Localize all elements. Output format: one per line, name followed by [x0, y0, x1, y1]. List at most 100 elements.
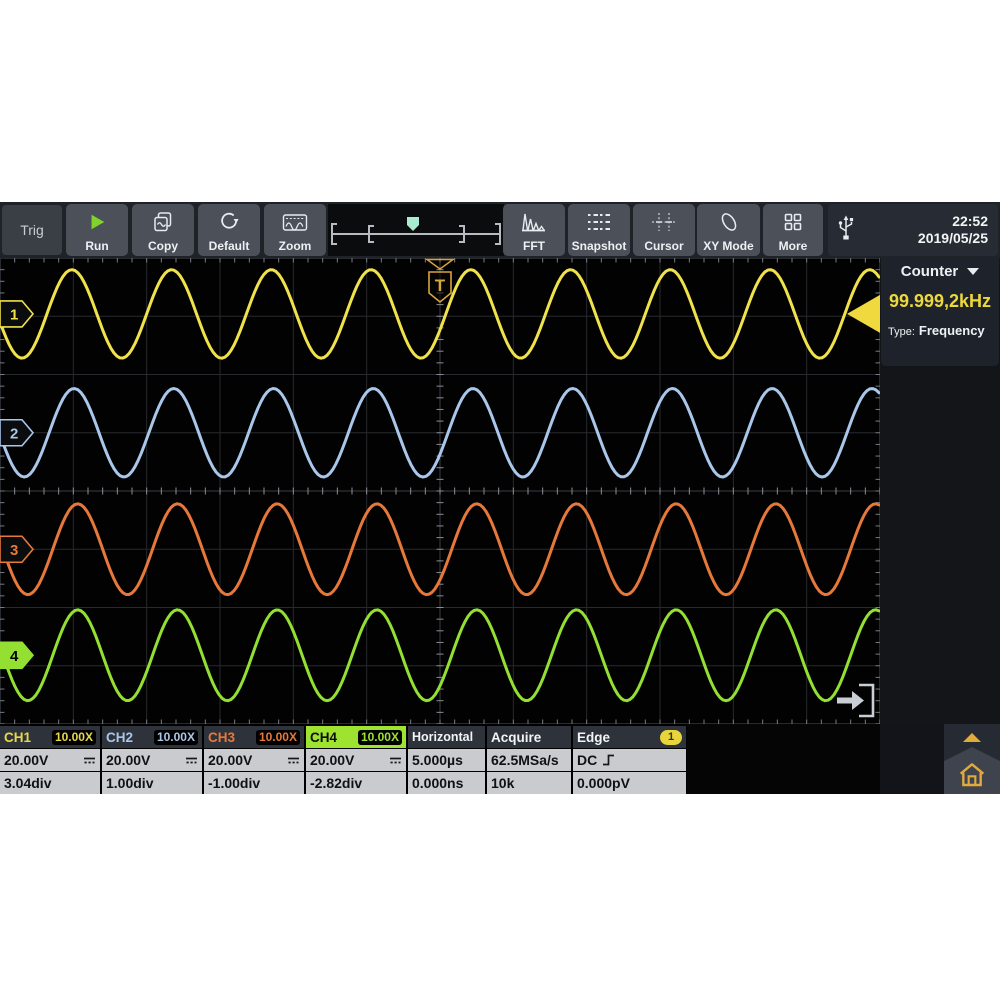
copy-label: Copy: [148, 239, 178, 253]
ch2-probe-badge: 10.00X: [153, 729, 198, 745]
acquire-header[interactable]: Acquire: [487, 726, 571, 748]
fft-label: FFT: [523, 239, 545, 253]
snapshot-label: Snapshot: [571, 239, 627, 253]
waveform-ch1: [0, 268, 881, 360]
dc-coupling-icon: [185, 756, 198, 765]
ch2-scale-cell[interactable]: 20.00V: [102, 749, 202, 771]
cursor-crosshair-icon: [651, 204, 677, 239]
acquire-samplerate-cell[interactable]: 62.5MSa/s: [487, 749, 571, 771]
left-outer-bracket: [331, 223, 337, 245]
ch2-label: CH2: [106, 729, 134, 745]
run-label: Run: [85, 239, 109, 253]
acquire-depth-cell[interactable]: 10k: [487, 772, 571, 794]
clock-date: 2019/05/25: [917, 230, 988, 246]
trigger-level-cell[interactable]: 0.000pV: [573, 772, 686, 794]
counter-title: Counter: [900, 263, 959, 280]
reset-circular-arrow-icon: [217, 204, 241, 239]
channel-marker-2[interactable]: 2: [0, 418, 35, 447]
ch3-label: CH3: [208, 729, 236, 745]
counter-panel: Counter 99.999,2kHz Type: Frequency: [881, 258, 999, 366]
horizontal-scale-cell[interactable]: 5.000µs: [408, 749, 485, 771]
counter-type-row: Type: Frequency: [881, 318, 999, 338]
ch2-status-column: CH2 10.00X 20.00V 1.00div: [102, 726, 202, 795]
trigger-level-arrow[interactable]: [847, 294, 880, 333]
expand-menu-arrow-icon[interactable]: [963, 733, 981, 742]
ch3-probe-badge: 10.00X: [255, 729, 300, 745]
svg-text:2: 2: [10, 425, 18, 442]
horizontal-header[interactable]: Horizontal: [408, 726, 485, 748]
xy-ellipse-icon: [717, 204, 741, 239]
waveform-ch3: [0, 502, 881, 597]
edge-header[interactable]: Edge 1: [573, 726, 686, 748]
xy-mode-button[interactable]: XY Mode: [697, 204, 760, 256]
clock-panel[interactable]: 22:52 2019/05/25: [828, 204, 998, 256]
svg-text:3: 3: [10, 542, 18, 559]
copy-icon: [151, 204, 175, 239]
ch4-probe-badge: 10.00X: [357, 729, 402, 745]
waveform-ch2: [0, 387, 881, 479]
more-button[interactable]: More: [763, 204, 823, 256]
arrow-exit-icon[interactable]: [837, 683, 875, 718]
waveform-display: 1 2 3 4 T: [0, 258, 881, 725]
trig-label: Trig: [20, 222, 44, 238]
snapshot-button[interactable]: Snapshot: [568, 204, 630, 256]
waveform-ch4: [0, 608, 881, 703]
default-label: Default: [208, 239, 250, 253]
trigger-position-marker[interactable]: T: [424, 258, 456, 304]
ch4-header[interactable]: CH4 10.00X: [306, 726, 406, 748]
ch3-status-column: CH3 10.00X 20.00V -1.00div: [204, 726, 304, 795]
ch3-scale-cell[interactable]: 20.00V: [204, 749, 304, 771]
horizontal-status-column: Horizontal 5.000µs 0.000ns: [408, 726, 485, 795]
counter-value: 99.999,2kHz: [888, 291, 992, 311]
right-side-panel: Counter 99.999,2kHz Type: Frequency: [880, 258, 1000, 724]
zoom-button[interactable]: Zoom: [264, 204, 326, 256]
oscilloscope-screen: Trig Run Copy: [0, 202, 1000, 794]
dc-coupling-icon: [287, 756, 300, 765]
trig-button[interactable]: Trig: [2, 205, 62, 255]
trigger-source-badge: 1: [660, 729, 682, 745]
chevron-down-icon: [967, 268, 980, 275]
ch1-label: CH1: [4, 729, 32, 745]
left-window-bracket: [368, 225, 374, 243]
ch1-offset-cell[interactable]: 3.04div: [0, 772, 100, 794]
ch2-header[interactable]: CH2 10.00X: [102, 726, 202, 748]
channel-marker-4[interactable]: 4: [0, 641, 35, 670]
ch3-header[interactable]: CH3 10.00X: [204, 726, 304, 748]
zoom-label: Zoom: [278, 239, 312, 253]
counter-type-label: Type:: [888, 326, 915, 338]
channel-marker-3[interactable]: 3: [0, 535, 35, 564]
more-grid-icon: [782, 204, 804, 239]
trigger-coupling-cell[interactable]: DC: [573, 749, 686, 771]
counter-type-value: Frequency: [918, 323, 985, 338]
cursor-button[interactable]: Cursor: [633, 204, 695, 256]
ch1-probe-badge: 10.00X: [51, 729, 96, 745]
cursor-label: Cursor: [644, 239, 684, 253]
trigger-status-column: Edge 1 DC 0.000pV: [573, 726, 686, 795]
ch4-scale-cell[interactable]: 20.00V: [306, 749, 406, 771]
trigger-position-slider[interactable]: [407, 217, 419, 231]
fft-button[interactable]: FFT: [503, 204, 565, 256]
svg-text:1: 1: [10, 306, 18, 323]
ch1-header[interactable]: CH1 10.00X: [0, 726, 100, 748]
zoom-waveform-icon: [282, 204, 308, 239]
horizontal-offset-cell[interactable]: 0.000ns: [408, 772, 485, 794]
ch4-offset-cell[interactable]: -2.82div: [306, 772, 406, 794]
dc-coupling-icon: [83, 756, 96, 765]
acquire-status-column: Acquire 62.5MSa/s 10k: [487, 726, 571, 795]
copy-button[interactable]: Copy: [132, 204, 194, 256]
channel-marker-1[interactable]: 1: [0, 300, 35, 328]
horizontal-position-widget[interactable]: [328, 204, 504, 256]
corner-panel: [880, 724, 1000, 794]
svg-text:T: T: [435, 276, 446, 295]
right-outer-bracket: [495, 223, 501, 245]
top-toolbar: Trig Run Copy: [0, 202, 1000, 258]
counter-header[interactable]: Counter: [881, 258, 999, 285]
ch3-offset-cell[interactable]: -1.00div: [204, 772, 304, 794]
ch1-scale-cell[interactable]: 20.00V: [0, 749, 100, 771]
run-button[interactable]: Run: [66, 204, 128, 256]
rising-edge-icon: [602, 753, 617, 767]
home-button[interactable]: [944, 747, 1000, 794]
ch2-offset-cell[interactable]: 1.00div: [102, 772, 202, 794]
clock-time: 22:52: [952, 213, 988, 229]
default-button[interactable]: Default: [198, 204, 260, 256]
